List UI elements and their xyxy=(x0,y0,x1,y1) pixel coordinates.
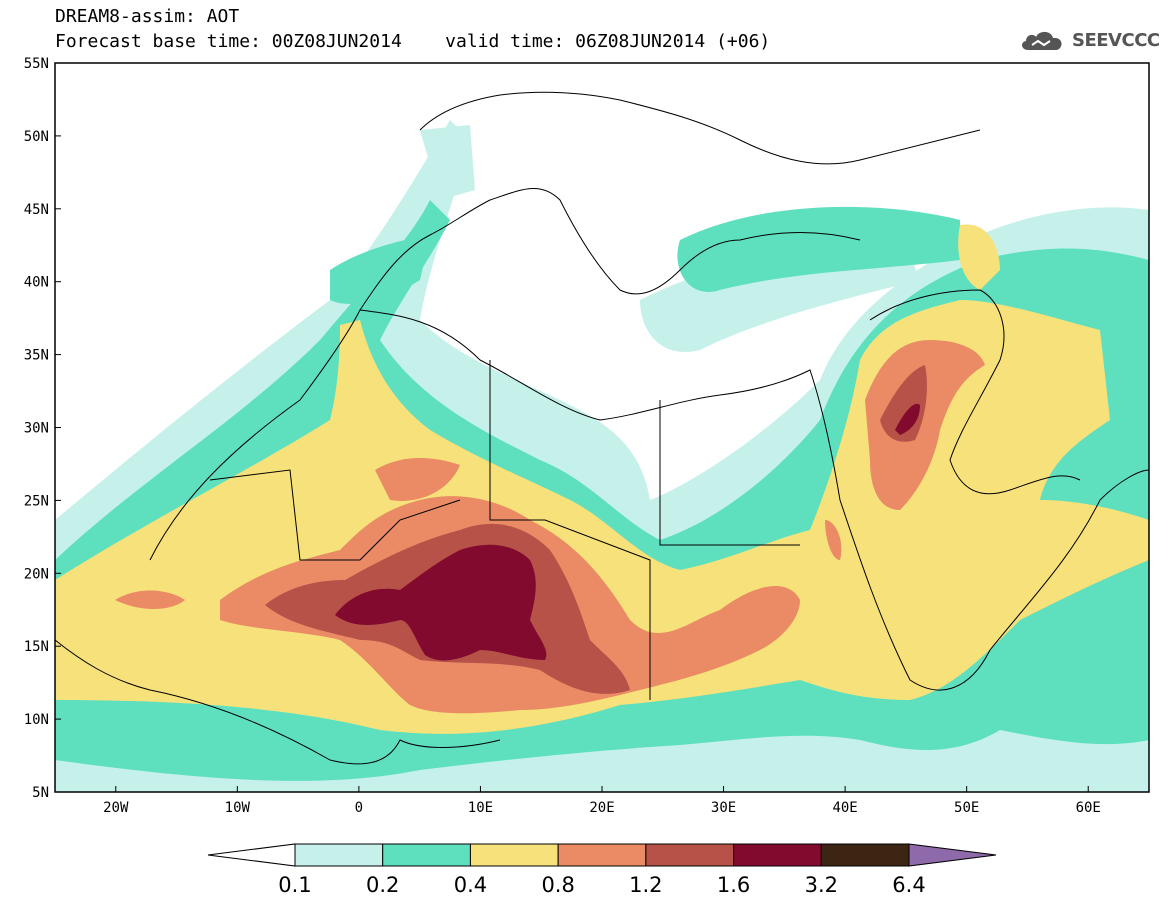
colorbar: 0.1 0.2 0.4 0.8 1.2 1.6 3.2 6.4 xyxy=(207,843,997,897)
lon-axis: 20W 10W 0 10E 20E 30E 40E 50E 60E xyxy=(103,786,1101,816)
lon-tick-label: 40E xyxy=(832,800,857,816)
brand-logo: SEEVCCC xyxy=(1018,26,1160,54)
lat-axis: 5N 10N 15N 20N 25N 30N 35N 40N 45N 50N 55N xyxy=(24,56,61,801)
lat-tick-label: 45N xyxy=(24,202,49,218)
lat-tick-label: 35N xyxy=(24,348,49,364)
aot-field xyxy=(55,63,1149,792)
colorbar-swatch xyxy=(469,843,559,867)
colorbar-level-label: 6.4 xyxy=(892,873,925,897)
colorbar-swatch xyxy=(382,843,471,867)
lon-tick-label: 50E xyxy=(954,800,979,816)
colorbar-swatch xyxy=(820,843,910,867)
colorbar-swatch xyxy=(557,843,647,867)
forecast-time-line: Forecast base time: 00Z08JUN2014 valid t… xyxy=(55,32,770,52)
lat-tick-label: 30N xyxy=(24,421,49,437)
colorbar-level-label: 1.6 xyxy=(717,873,750,897)
colorbar-high-arrow xyxy=(908,843,997,867)
map-title: DREAM8-assim: AOT xyxy=(55,6,240,27)
brand-name: SEEVCCC xyxy=(1072,29,1160,51)
colorbar-level-label: 0.1 xyxy=(278,873,311,897)
lat-tick-label: 15N xyxy=(24,639,49,655)
lat-tick-label: 5N xyxy=(32,785,49,801)
colorbar-level-label: 0.2 xyxy=(366,873,399,897)
lat-tick-label: 40N xyxy=(24,275,49,291)
colorbar-level-label: 0.8 xyxy=(541,873,574,897)
lon-tick-label: 10W xyxy=(225,800,251,816)
valid-time-label: valid time: 06Z08JUN2014 (+06) xyxy=(445,31,771,52)
lat-tick-label: 55N xyxy=(24,56,49,72)
colorbar-level-label: 1.2 xyxy=(629,873,662,897)
lon-tick-label: 60E xyxy=(1076,800,1101,816)
lon-tick-label: 0 xyxy=(355,800,363,816)
colorbar-swatch xyxy=(733,843,822,867)
colorbar-level-label: 0.4 xyxy=(454,873,487,897)
lon-tick-label: 10E xyxy=(468,800,493,816)
lon-tick-label: 20E xyxy=(589,800,614,816)
lat-tick-label: 50N xyxy=(24,129,49,145)
colorbar-swatch xyxy=(294,843,384,867)
lat-tick-label: 20N xyxy=(24,566,49,582)
lon-tick-label: 30E xyxy=(711,800,736,816)
colorbar-level-label: 3.2 xyxy=(805,873,838,897)
coastlines xyxy=(55,91,1149,765)
lat-tick-label: 10N xyxy=(24,712,49,728)
colorbar-swatch xyxy=(645,843,735,867)
colorbar-low-arrow xyxy=(207,843,296,867)
base-time-label: Forecast base time: 00Z08JUN2014 xyxy=(55,31,402,52)
cloud-icon xyxy=(1022,31,1062,50)
lat-tick-label: 25N xyxy=(24,493,49,509)
lon-tick-label: 20W xyxy=(103,800,129,816)
